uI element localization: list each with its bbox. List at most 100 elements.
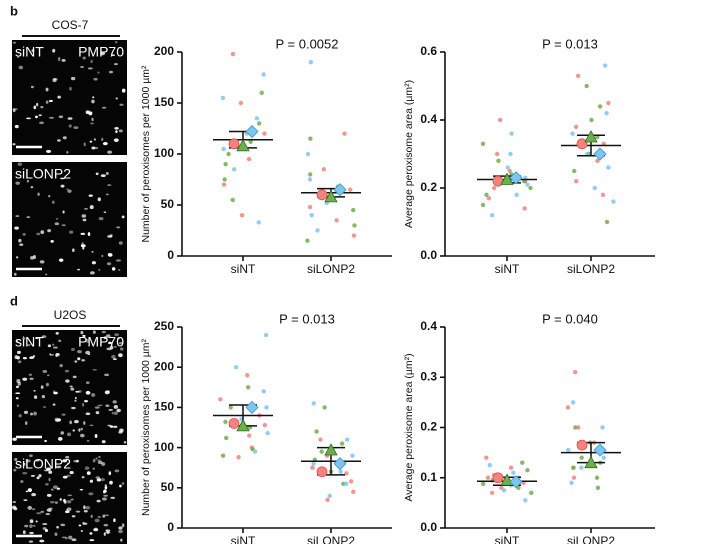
speck <box>56 465 62 469</box>
speck <box>35 115 38 119</box>
data-point <box>595 158 600 163</box>
speck <box>77 349 82 354</box>
speck <box>113 425 118 429</box>
data-point <box>351 489 356 495</box>
speck <box>63 498 66 503</box>
speck <box>17 381 21 386</box>
speck <box>94 406 100 409</box>
y-tick-label: 100 <box>154 440 174 454</box>
speck <box>12 108 18 111</box>
speck <box>90 122 94 125</box>
speck <box>115 259 121 262</box>
speck <box>90 271 95 275</box>
replicate-mean <box>593 443 607 457</box>
data-point <box>511 470 516 475</box>
speck <box>83 505 86 510</box>
data-point <box>592 185 597 191</box>
speck <box>82 218 87 222</box>
speck <box>57 436 63 441</box>
replicate-mean <box>492 472 504 484</box>
speck <box>111 354 116 359</box>
speck <box>112 358 117 360</box>
speck <box>115 97 118 100</box>
y-tick-label: 50 <box>161 480 175 494</box>
data-point <box>305 238 310 243</box>
speck <box>108 70 114 74</box>
speck <box>36 512 42 515</box>
speck <box>109 480 113 485</box>
speck <box>111 267 116 271</box>
speck <box>80 244 86 248</box>
speck <box>67 189 72 193</box>
x-tick-label: siLONP2 <box>567 262 615 276</box>
data-point <box>600 192 606 197</box>
speck <box>101 330 106 334</box>
speck <box>28 373 33 376</box>
speck <box>98 455 101 458</box>
speck <box>82 334 86 337</box>
speck <box>67 500 72 504</box>
speck <box>91 250 94 253</box>
speck <box>71 406 76 410</box>
data-point <box>264 405 269 410</box>
speck <box>98 217 104 221</box>
replicate-mean <box>236 419 250 432</box>
data-point <box>480 481 486 486</box>
data-point <box>314 429 319 434</box>
replicate-mean <box>509 171 523 185</box>
speck <box>61 59 66 62</box>
speck <box>53 346 58 349</box>
speck <box>32 355 36 358</box>
speck <box>93 138 97 141</box>
speck <box>30 185 34 189</box>
replicate-mean <box>333 183 347 197</box>
speck <box>23 462 26 466</box>
speck <box>35 337 39 340</box>
data-point <box>252 449 258 454</box>
micrograph <box>12 40 127 155</box>
speck <box>42 527 47 530</box>
data-point <box>261 389 266 394</box>
speck <box>67 494 73 497</box>
data-point <box>501 488 507 493</box>
y-tick-label: 0 <box>167 520 174 534</box>
speck <box>66 474 71 477</box>
image-label: siLONP2 <box>15 166 71 182</box>
speck <box>118 269 121 271</box>
data-point <box>221 146 226 152</box>
data-point <box>322 405 327 410</box>
speck <box>114 126 119 130</box>
speck <box>119 103 124 106</box>
speck <box>115 130 118 134</box>
speck <box>39 121 44 125</box>
data-point <box>308 136 313 141</box>
speck <box>16 340 19 342</box>
speck <box>39 539 45 543</box>
data-point <box>223 162 228 167</box>
y-tick-label: 200 <box>154 44 174 58</box>
data-point <box>571 475 577 480</box>
speck <box>51 488 54 491</box>
data-point <box>579 455 584 460</box>
replicate-mean <box>500 473 514 486</box>
speck <box>32 524 36 527</box>
speck <box>28 540 34 543</box>
speck <box>103 211 107 214</box>
micrograph <box>12 452 127 544</box>
speck <box>69 470 74 475</box>
data-point <box>334 218 339 223</box>
speck <box>105 193 109 196</box>
replicate-mean <box>316 466 328 478</box>
speck <box>113 63 118 66</box>
speck <box>106 262 112 266</box>
speck <box>57 139 61 142</box>
x-tick-label: siNT <box>495 262 520 276</box>
speck <box>69 420 72 425</box>
data-point <box>600 425 605 430</box>
data-point <box>480 202 486 208</box>
speck <box>100 174 106 178</box>
speck <box>46 467 51 471</box>
y-tick-label: 0.0 <box>420 248 437 262</box>
speck <box>22 356 27 360</box>
data-point <box>352 223 357 228</box>
